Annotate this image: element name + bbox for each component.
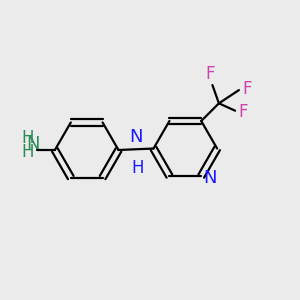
Text: F: F	[205, 65, 215, 83]
Text: F: F	[238, 103, 248, 121]
Text: H: H	[22, 129, 34, 147]
Text: H: H	[131, 159, 144, 177]
Text: N: N	[204, 169, 217, 187]
Text: H: H	[22, 143, 34, 161]
Text: F: F	[242, 80, 252, 98]
Text: N: N	[129, 128, 143, 146]
Text: N: N	[26, 135, 40, 153]
